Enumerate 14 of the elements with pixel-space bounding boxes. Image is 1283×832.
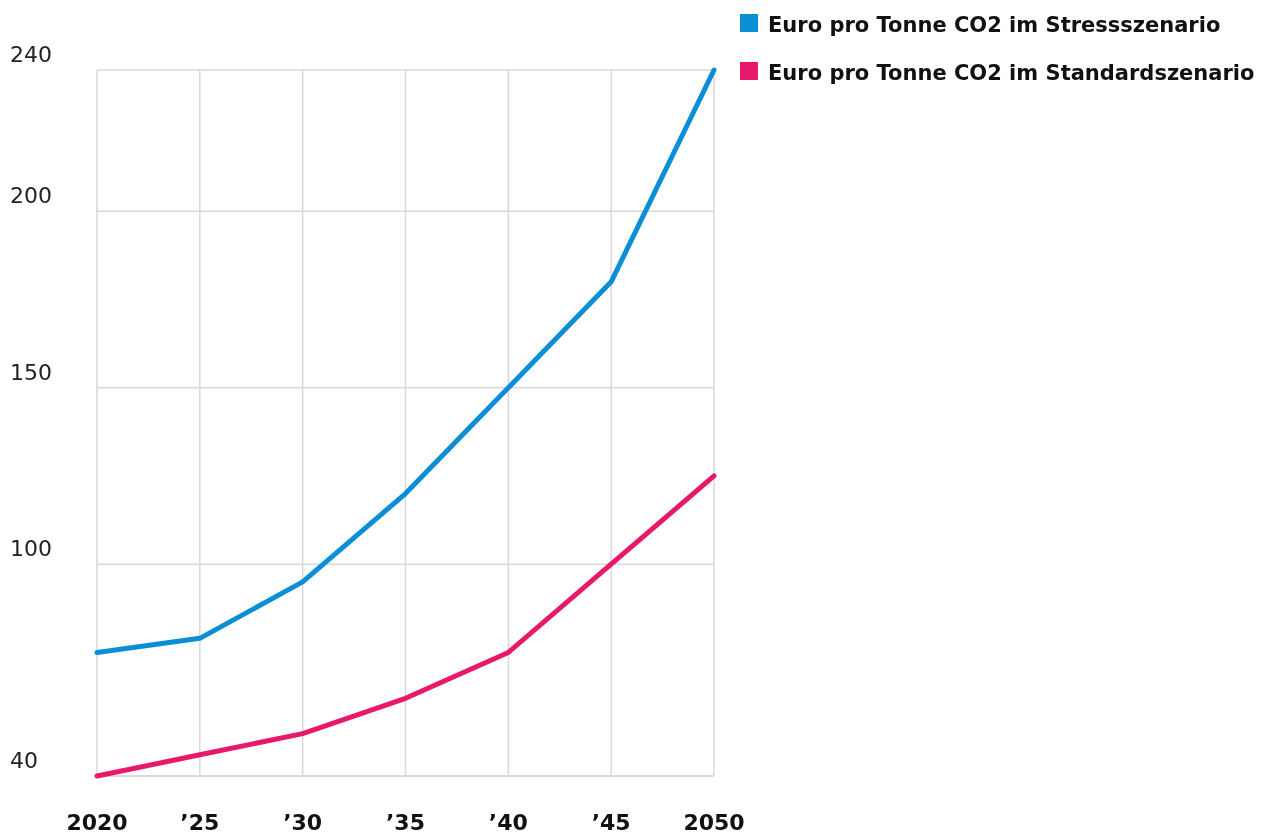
legend-label: Euro pro Tonne CO2 im Stressszenario — [768, 13, 1221, 37]
x-tick-label: ’25 — [180, 810, 220, 832]
legend-label: Euro pro Tonne CO2 im Standardszenario — [768, 61, 1255, 85]
y-tick-label: 40 — [10, 748, 38, 773]
y-tick-label: 100 — [10, 536, 52, 562]
x-tick-label: ’30 — [283, 810, 323, 832]
x-tick-label: 2050 — [683, 810, 745, 832]
y-tick-label: 150 — [10, 359, 52, 385]
y-tick-label: 200 — [10, 183, 52, 209]
x-tick-label: ’45 — [591, 810, 631, 832]
x-tick-label: ’35 — [386, 810, 425, 832]
x-tick-label: ’40 — [488, 810, 528, 832]
y-tick-label: 240 — [10, 42, 52, 67]
x-tick-label: 2020 — [66, 810, 128, 832]
